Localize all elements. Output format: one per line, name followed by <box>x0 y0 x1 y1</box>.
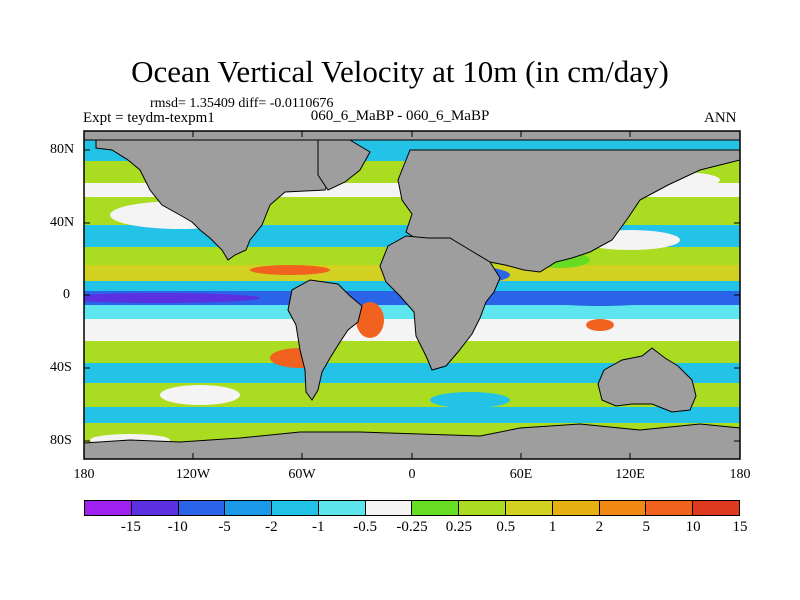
y-tick-label-80n: 80N <box>50 142 75 157</box>
land-australia <box>597 347 697 413</box>
colorbar-label: -0.25 <box>396 519 428 535</box>
x-tick-label-0: 0 <box>408 467 416 482</box>
colorbar-label: 15 <box>732 519 748 535</box>
experiment-label: Expt = teydm-texpm1 <box>83 110 215 126</box>
x-tick-label-180w: 180 <box>73 467 95 482</box>
colorbar <box>84 500 740 516</box>
x-tick-label-180e: 180 <box>729 467 751 482</box>
y-tick-label-80s: 80S <box>50 433 72 448</box>
land-south-america <box>287 279 363 401</box>
colorbar-label: 1 <box>548 519 557 535</box>
y-tick-label-40s: 40S <box>50 360 72 375</box>
x-tick-label-120e: 120E <box>615 467 645 482</box>
y-tick-label-0: 0 <box>63 287 70 302</box>
axis-ticks <box>84 131 740 459</box>
colorbar-label: 0.5 <box>496 519 516 535</box>
colorbar-swatch <box>225 501 273 515</box>
land-greenland <box>317 139 371 191</box>
colorbar-label: 0.25 <box>445 519 472 535</box>
colorbar-swatch <box>459 501 507 515</box>
colorbar-swatch <box>272 501 319 515</box>
land-africa <box>379 235 501 371</box>
map-title: Ocean Vertical Velocity at 10m (in cm/da… <box>131 54 669 89</box>
land-eurasia <box>397 149 741 273</box>
colorbar-swatch <box>552 501 600 515</box>
colorbar-swatch <box>131 501 179 515</box>
stats-text: rmsd= 1.35409 diff= -0.0110676 <box>150 96 334 111</box>
colorbar-swatch <box>365 501 413 515</box>
x-tick-label-60w: 60W <box>288 467 316 482</box>
colorbar-swatch <box>318 501 366 515</box>
colorbar-swatch <box>178 501 226 515</box>
colorbar-label: -1 <box>312 519 325 535</box>
colorbar-swatch <box>693 501 739 515</box>
colorbar-label: 2 <box>595 519 604 535</box>
x-tick-label-60e: 60E <box>509 467 533 482</box>
colorbar-label: -2 <box>265 519 278 535</box>
colorbar-swatch <box>646 501 694 515</box>
colorbar-label: -10 <box>167 519 188 535</box>
colorbar-label: -15 <box>120 519 141 535</box>
colorbar-swatch <box>506 501 553 515</box>
colorbar-swatch <box>85 501 132 515</box>
colorbar-swatch <box>599 501 647 515</box>
colorbar-label: -5 <box>218 519 231 535</box>
colorbar-label: 5 <box>642 519 651 535</box>
colorbar-label: -0.5 <box>353 519 378 535</box>
y-tick-label-40n: 40N <box>50 215 75 230</box>
x-tick-label-120w: 120W <box>175 467 211 482</box>
case-label: 060_6_MaBP - 060_6_MaBP <box>310 108 490 124</box>
colorbar-label: 10 <box>685 519 701 535</box>
land-masses <box>83 130 741 460</box>
colorbar-swatch <box>412 501 460 515</box>
season-label: ANN <box>704 110 737 126</box>
